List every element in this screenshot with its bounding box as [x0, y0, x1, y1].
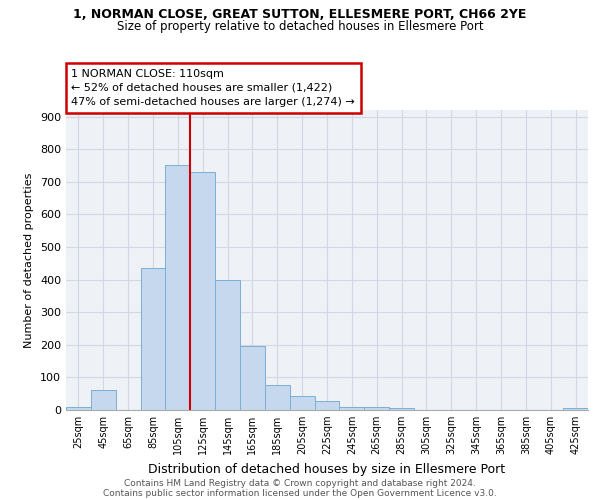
X-axis label: Distribution of detached houses by size in Ellesmere Port: Distribution of detached houses by size …	[148, 462, 506, 475]
Bar	[563, 408, 588, 410]
Bar	[190, 172, 215, 410]
Text: Contains HM Land Registry data © Crown copyright and database right 2024.: Contains HM Land Registry data © Crown c…	[124, 478, 476, 488]
Text: Size of property relative to detached houses in Ellesmere Port: Size of property relative to detached ho…	[116, 20, 484, 33]
Bar	[140, 268, 166, 410]
Bar	[290, 396, 314, 410]
Bar	[340, 406, 364, 410]
Bar	[166, 166, 190, 410]
Bar	[215, 280, 240, 410]
Text: 1, NORMAN CLOSE, GREAT SUTTON, ELLESMERE PORT, CH66 2YE: 1, NORMAN CLOSE, GREAT SUTTON, ELLESMERE…	[73, 8, 527, 20]
Bar	[240, 346, 265, 410]
Bar	[91, 390, 116, 410]
Text: 1 NORMAN CLOSE: 110sqm
← 52% of detached houses are smaller (1,422)
47% of semi-: 1 NORMAN CLOSE: 110sqm ← 52% of detached…	[71, 69, 355, 107]
Bar	[364, 406, 389, 410]
Text: Contains public sector information licensed under the Open Government Licence v3: Contains public sector information licen…	[103, 488, 497, 498]
Bar	[66, 406, 91, 410]
Bar	[265, 384, 290, 410]
Bar	[314, 401, 340, 410]
Y-axis label: Number of detached properties: Number of detached properties	[25, 172, 34, 348]
Bar	[389, 408, 414, 410]
